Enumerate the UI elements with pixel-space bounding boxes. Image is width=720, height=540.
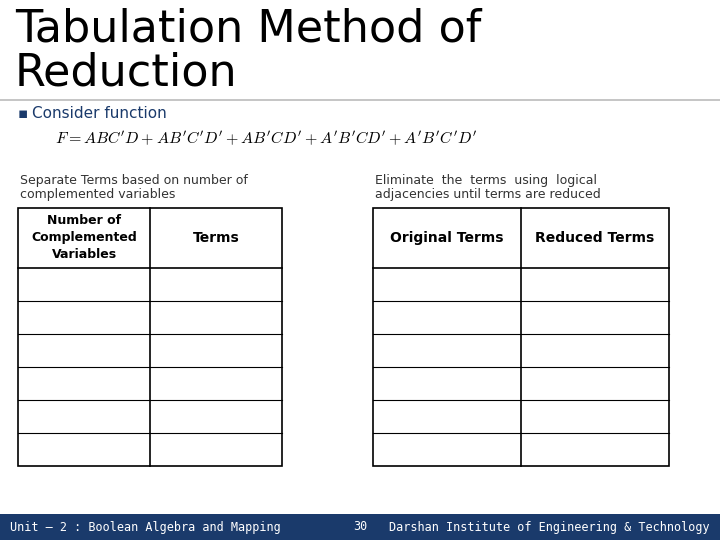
- Text: Tabulation Method of: Tabulation Method of: [15, 8, 482, 51]
- Text: Consider function: Consider function: [32, 106, 167, 121]
- Text: Eliminate  the  terms  using  logical: Eliminate the terms using logical: [375, 174, 597, 187]
- Text: Number of
Complemented
Variables: Number of Complemented Variables: [31, 214, 137, 261]
- Text: Reduced Terms: Reduced Terms: [536, 231, 654, 245]
- Text: Terms: Terms: [193, 231, 239, 245]
- Bar: [0, 514, 720, 540]
- Text: $F = ABC'D + AB'C'D' + AB'CD' + A'B'CD' + A'B'C'D'$: $F = ABC'D + AB'C'D' + AB'CD' + A'B'CD' …: [55, 128, 477, 147]
- Text: Unit – 2 : Boolean Algebra and Mapping: Unit – 2 : Boolean Algebra and Mapping: [10, 521, 281, 534]
- Text: complemented variables: complemented variables: [20, 188, 176, 201]
- Text: Separate Terms based on number of: Separate Terms based on number of: [20, 174, 248, 187]
- Bar: [373, 208, 669, 466]
- Text: 30: 30: [353, 521, 367, 534]
- Text: adjacencies until terms are reduced: adjacencies until terms are reduced: [375, 188, 600, 201]
- Text: Original Terms: Original Terms: [390, 231, 504, 245]
- Bar: [18, 208, 282, 466]
- Text: ▪: ▪: [18, 106, 28, 121]
- Text: Darshan Institute of Engineering & Technology: Darshan Institute of Engineering & Techn…: [390, 521, 710, 534]
- Text: Reduction: Reduction: [15, 52, 238, 95]
